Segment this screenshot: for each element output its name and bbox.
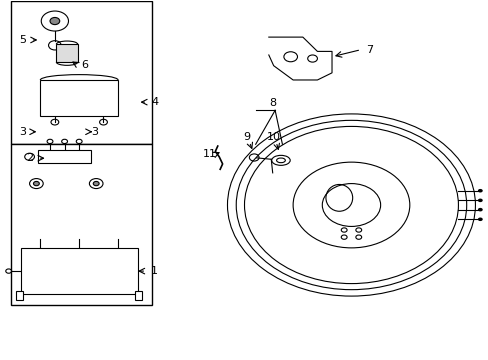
Bar (135, 291, 142, 300)
Circle shape (477, 189, 482, 193)
Bar (40, 80, 118, 116)
Bar (21, 248, 137, 294)
Text: 2: 2 (26, 153, 33, 163)
Text: 3: 3 (91, 127, 98, 137)
Circle shape (477, 208, 482, 211)
Bar (11, 1, 152, 144)
Text: 9: 9 (243, 132, 250, 142)
Circle shape (93, 181, 99, 186)
Text: 1: 1 (151, 266, 158, 276)
Bar (11, 144, 152, 305)
Bar (16, 291, 23, 300)
Text: 5: 5 (19, 35, 26, 45)
Text: 3: 3 (19, 127, 26, 137)
Circle shape (477, 217, 482, 221)
Circle shape (33, 181, 39, 186)
Circle shape (50, 18, 60, 24)
Text: 7: 7 (366, 45, 373, 55)
Text: 4: 4 (151, 97, 158, 107)
Bar (38, 150, 91, 163)
Text: 10: 10 (266, 132, 280, 142)
Bar (56, 44, 78, 62)
Text: 11: 11 (202, 149, 216, 159)
Text: 6: 6 (81, 60, 88, 70)
Circle shape (477, 199, 482, 202)
Text: 8: 8 (268, 98, 276, 108)
